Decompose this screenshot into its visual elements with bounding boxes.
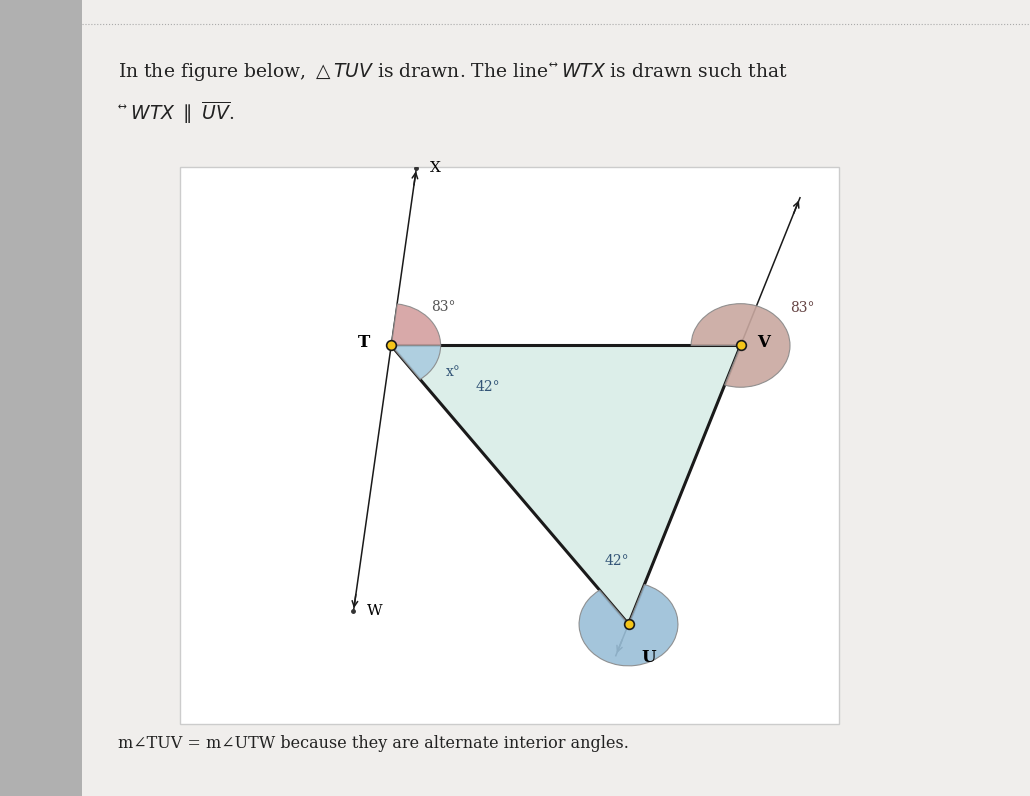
Wedge shape — [391, 304, 441, 345]
Text: V: V — [757, 334, 770, 351]
Polygon shape — [391, 345, 741, 624]
Text: 42°: 42° — [476, 380, 501, 394]
Wedge shape — [579, 584, 678, 665]
Text: x°: x° — [445, 365, 460, 379]
Wedge shape — [391, 345, 441, 380]
Text: $\overleftrightarrow{WTX}$ $\parallel$ $\overline{UV}$.: $\overleftrightarrow{WTX}$ $\parallel$ $… — [118, 100, 235, 126]
Text: T: T — [357, 334, 370, 351]
Text: 83°: 83° — [790, 301, 815, 315]
Text: m∠TUV = m∠UTW because they are alternate interior angles.: m∠TUV = m∠UTW because they are alternate… — [118, 736, 629, 752]
Text: 42°: 42° — [605, 554, 629, 568]
Text: In the figure below, $\triangle TUV$ is drawn. The line $\overleftrightarrow{WTX: In the figure below, $\triangle TUV$ is … — [118, 60, 789, 83]
Wedge shape — [691, 304, 790, 387]
Text: 83°: 83° — [431, 299, 455, 314]
Text: X: X — [430, 162, 441, 175]
Bar — [0, 0, 82, 796]
Text: U: U — [642, 650, 656, 666]
Text: W: W — [367, 604, 382, 618]
FancyBboxPatch shape — [180, 167, 839, 724]
